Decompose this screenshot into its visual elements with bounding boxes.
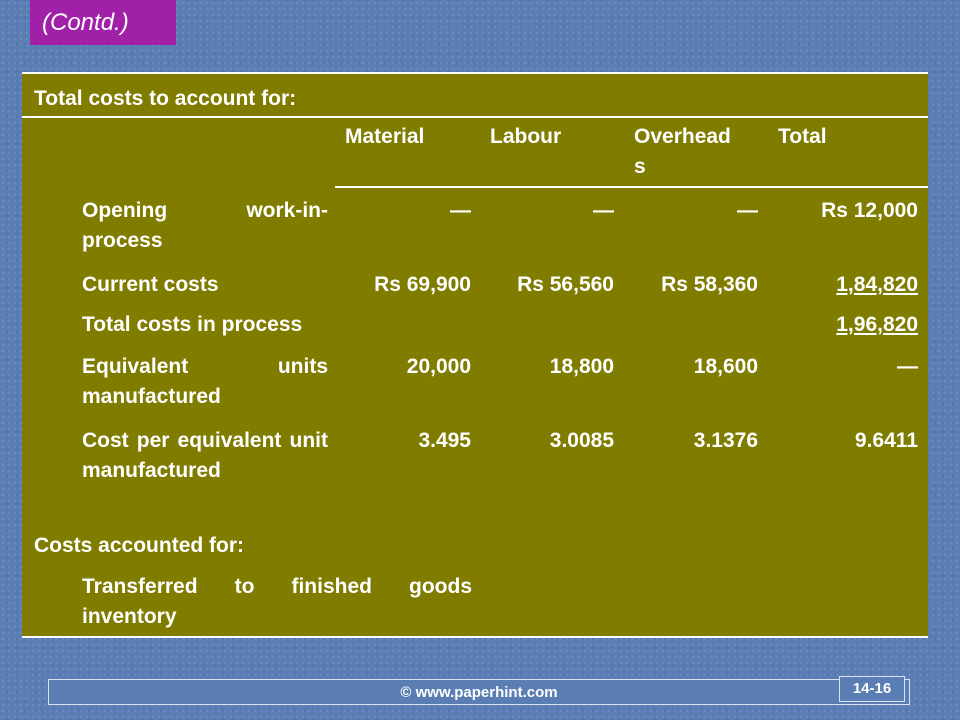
page-number: 14-16 [839,676,905,702]
row-label-current-costs: Current costs [82,273,219,296]
cell-cpu-total: 9.6411 [854,429,918,452]
cell-cpu-material: 3.495 [418,429,471,452]
header-divider [335,186,928,188]
cell-current-material: Rs 69,900 [374,273,471,296]
title-divider [22,116,928,118]
row-label-equivalent-units: Equivalent units manufactured [82,355,328,408]
cell-total-in-process: 1,96,820 [836,313,918,336]
cell-opening-labour: — [593,199,614,222]
cell-eu-labour: 18,800 [549,355,614,378]
cell-opening-material: — [450,199,471,222]
header-overhead: Overhead s [634,125,731,178]
footer-url: © www.paperhint.com [400,684,558,701]
row-label-transferred: Transferred to finished goods inventory [82,575,472,628]
footer-bar: © www.paperhint.com [48,679,910,705]
cell-current-labour: Rs 56,560 [517,273,614,296]
cost-table: Total costs to account for: Material Lab… [22,72,928,638]
header-material: Material [345,125,425,148]
cell-eu-material: 20,000 [406,355,471,378]
contd-badge: (Contd.) [30,0,176,45]
cell-opening-total: Rs 12,000 [821,199,918,222]
row-label-cost-per-eu: Cost per equivalent unit manufactured [82,429,328,482]
cell-cpu-labour: 3.0085 [549,429,614,452]
cell-eu-overhead: 18,600 [693,355,758,378]
cell-opening-overhead: — [737,199,758,222]
cell-current-total: 1,84,820 [836,273,918,296]
cell-current-overhead: Rs 58,360 [661,273,758,296]
header-labour: Labour [490,125,562,148]
cell-cpu-overhead: 3.1376 [693,429,758,452]
row-label-total-in-process: Total costs in process [82,313,303,336]
section-title-costs-to-account: Total costs to account for: [34,87,297,110]
header-total: Total [778,125,827,148]
section-title-costs-accounted: Costs accounted for: [34,534,245,557]
cell-eu-total: — [897,355,918,378]
row-label-opening-wip: Opening work-in-process [82,199,328,252]
